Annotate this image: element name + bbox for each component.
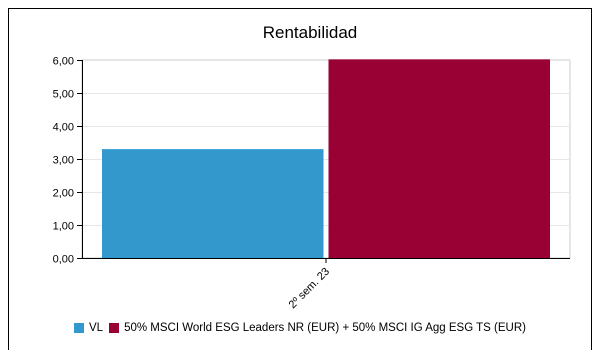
legend: VL 50% MSCI World ESG Leaders NR (EUR) +… [0,318,600,338]
bar-chart: Rentabilidad 0,00 1,00 2,00 3,00 4,00 5,00 6,0… [53,23,571,311]
legend-label-benchmark: 50% MSCI World ESG Leaders NR (EUR) + 50… [124,322,526,334]
chart-frame [8,8,592,350]
x-tick-label: 2º sem. 23 [287,266,332,311]
bar-vl [102,149,324,258]
legend-swatch-benchmark [109,323,120,333]
x-axis: 2º sem. 23 [82,258,570,311]
bars [102,59,550,259]
y-tick-label: 5,00 [53,89,74,101]
legend-item-benchmark: 50% MSCI World ESG Leaders NR (EUR) + 50… [109,322,526,334]
y-tick-label: 0,00 [53,254,74,266]
y-tick-label: 1,00 [53,221,74,233]
bar-benchmark [328,59,550,259]
y-tick-label: 2,00 [53,188,74,200]
y-tick-label: 3,00 [53,155,74,167]
y-tick-label: 6,00 [53,56,74,68]
legend-item-vl: VL [74,322,103,334]
y-axis: 0,00 1,00 2,00 3,00 4,00 5,00 6,00 [53,56,83,266]
legend-swatch-vl [74,323,85,333]
chart-title: Rentabilidad [263,23,358,42]
legend-label-vl: VL [89,322,104,334]
y-tick-label: 4,00 [53,122,74,134]
